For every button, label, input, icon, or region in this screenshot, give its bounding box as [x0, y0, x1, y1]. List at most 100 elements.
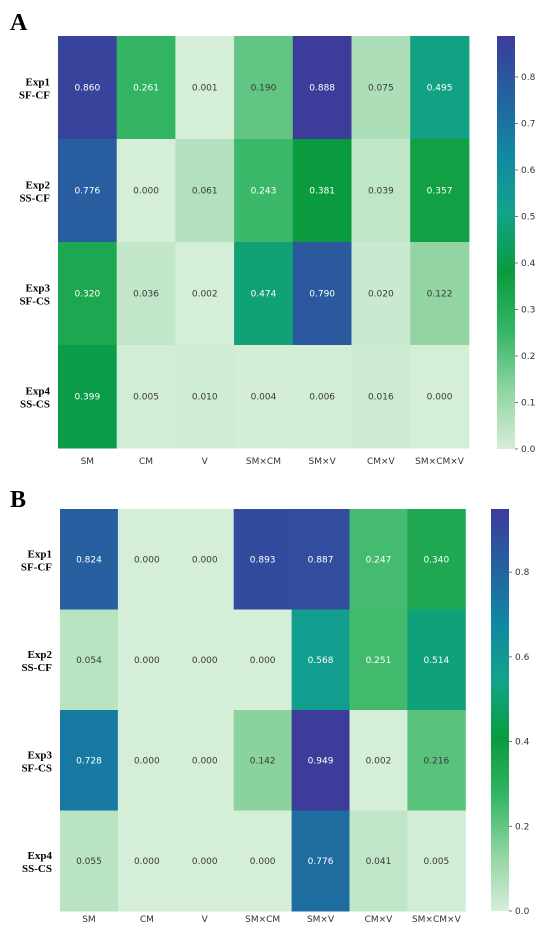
- cell-value-label: 0.887: [308, 555, 334, 565]
- cell-value-label: 0.000: [133, 187, 159, 197]
- cell-value-label: 0.000: [134, 656, 160, 666]
- row-label-exp: Exp4: [28, 850, 53, 862]
- heatmap-cell: [407, 609, 466, 711]
- heatmap-cell: [407, 810, 466, 912]
- heatmap-cell: [349, 609, 408, 711]
- heatmap-cell: [292, 345, 352, 449]
- heatmap-cell: [292, 36, 352, 140]
- heatmap-cell: [116, 139, 176, 243]
- cell-value-label: 0.243: [251, 187, 277, 197]
- heatmap-cell: [351, 139, 411, 243]
- heatmap-cell: [410, 36, 470, 140]
- column-label: V: [202, 457, 209, 467]
- heatmap-cell: [291, 509, 350, 610]
- row-label-treatment: SF-CF: [21, 561, 52, 573]
- heatmap-cell: [410, 345, 470, 449]
- row-label-exp: Exp3: [28, 749, 53, 761]
- colorbar-tick-label: 0.6: [515, 653, 530, 663]
- heatmap-cell: [234, 36, 294, 140]
- heatmap-cell: [407, 710, 466, 811]
- column-label: SM×V: [307, 915, 335, 925]
- colorbar: [491, 509, 509, 911]
- cell-value-label: 0.055: [76, 857, 102, 867]
- column-label: SM×CM×V: [412, 915, 462, 925]
- cell-value-label: 0.142: [250, 756, 276, 766]
- cell-value-label: 0.357: [427, 187, 453, 197]
- heatmap-cell: [175, 36, 235, 140]
- colorbar-tick-label: 0.4: [515, 738, 530, 748]
- heatmap-cell: [407, 509, 466, 610]
- row-label-exp: Exp1: [28, 548, 52, 560]
- cell-value-label: 0.474: [251, 290, 277, 300]
- cell-value-label: 0.247: [366, 555, 392, 565]
- heatmap-cell: [233, 710, 293, 811]
- heatmap-cell: [349, 509, 408, 610]
- row-label-exp: Exp2: [26, 180, 51, 192]
- cell-value-label: 0.216: [423, 756, 449, 766]
- cell-value-label: 0.190: [251, 84, 277, 94]
- panel-label: A: [10, 10, 28, 36]
- cell-value-label: 0.122: [427, 290, 453, 300]
- row-label-exp: Exp1: [26, 77, 50, 89]
- colorbar-tick-label: 0.6: [521, 166, 536, 176]
- cell-value-label: 0.495: [427, 84, 453, 94]
- heatmap-cell: [351, 36, 411, 140]
- heatmap-cell: [60, 810, 119, 912]
- cell-value-label: 0.039: [368, 187, 394, 197]
- colorbar-tick-label: 0.2: [515, 822, 529, 832]
- heatmap-cell: [234, 139, 294, 243]
- cell-value-label: 0.728: [76, 756, 102, 766]
- cell-value-label: 0.568: [308, 656, 334, 666]
- colorbar-tick-label: 0.0: [515, 907, 530, 917]
- heatmap-cell: [175, 242, 235, 346]
- colorbar-tick-label: 0.7: [521, 119, 535, 129]
- cell-value-label: 0.776: [74, 187, 100, 197]
- cell-value-label: 0.054: [76, 656, 102, 666]
- cell-value-label: 0.000: [192, 555, 218, 565]
- column-label: SM×V: [309, 457, 337, 467]
- heatmap-cell: [351, 345, 411, 449]
- column-label: SM×CM×V: [415, 457, 465, 467]
- cell-value-label: 0.261: [133, 84, 159, 94]
- column-label: CM: [139, 457, 153, 467]
- column-label: CM×V: [367, 457, 396, 467]
- column-label: SM×CM: [245, 915, 280, 925]
- heatmap-cell: [233, 609, 293, 711]
- cell-value-label: 0.075: [368, 84, 394, 94]
- colorbar-tick-label: 0.3: [521, 305, 535, 315]
- heatmap-cell: [58, 139, 118, 243]
- cell-value-label: 0.006: [309, 393, 335, 403]
- heatmap-cell: [292, 139, 352, 243]
- colorbar: [497, 36, 515, 449]
- heatmap-cell: [175, 609, 235, 711]
- heatmap-cell: [117, 810, 177, 912]
- cell-value-label: 0.000: [427, 393, 453, 403]
- column-label: SM: [82, 915, 95, 925]
- colorbar-tick-label: 0.0: [521, 445, 536, 455]
- panel-label: B: [10, 487, 26, 513]
- cell-value-label: 0.000: [134, 756, 160, 766]
- cell-value-label: 0.893: [250, 555, 276, 565]
- cell-value-label: 0.016: [368, 393, 394, 403]
- colorbar-tick-label: 0.2: [521, 352, 535, 362]
- column-label: SM×CM: [246, 457, 281, 467]
- heatmap-cell: [175, 139, 235, 243]
- heatmap-cell: [175, 710, 235, 811]
- row-label-exp: Exp3: [26, 283, 51, 295]
- heatmap-cell: [117, 509, 177, 610]
- heatmap-cell: [291, 810, 350, 912]
- heatmap-cell: [117, 609, 177, 711]
- cell-value-label: 0.061: [192, 187, 218, 197]
- heatmap-cell: [60, 609, 119, 711]
- cell-value-label: 0.000: [192, 756, 218, 766]
- column-label: CM: [140, 915, 154, 925]
- row-label-treatment: SF-CS: [19, 296, 50, 308]
- heatmap-cell: [233, 810, 293, 912]
- colorbar-tick-label: 0.8: [521, 73, 536, 83]
- heatmap-cell: [60, 509, 119, 610]
- cell-value-label: 0.000: [134, 857, 160, 867]
- cell-value-label: 0.888: [309, 84, 335, 94]
- heatmap-cell: [292, 242, 352, 346]
- cell-value-label: 0.041: [366, 857, 392, 867]
